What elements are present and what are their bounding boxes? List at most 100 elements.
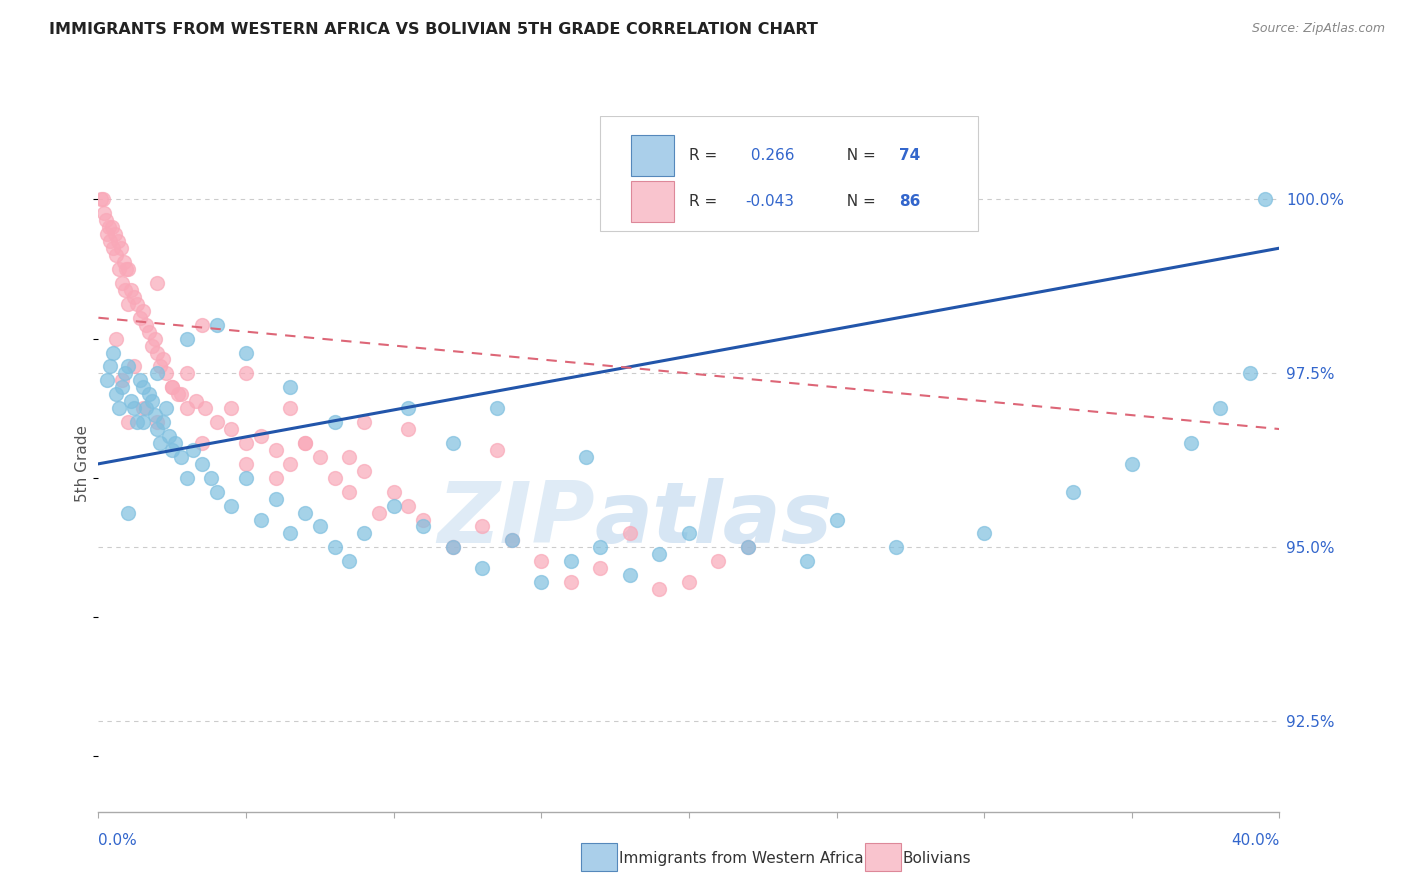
Text: ZIP: ZIP — [437, 478, 595, 561]
Point — [115, 262, 138, 277]
Point — [96, 227, 118, 242]
Text: 74: 74 — [900, 148, 921, 162]
Point — [191, 457, 214, 471]
Point — [382, 484, 405, 499]
Text: 0.0%: 0.0% — [98, 832, 138, 847]
Point — [107, 234, 129, 248]
Point — [278, 457, 302, 471]
Point — [176, 401, 198, 416]
Point — [117, 262, 139, 277]
Point — [170, 450, 193, 464]
Point — [111, 276, 134, 290]
Point — [97, 220, 120, 235]
Point — [93, 206, 115, 220]
Point — [707, 554, 730, 568]
Point — [589, 561, 612, 575]
Point — [112, 255, 135, 269]
Point — [412, 519, 434, 533]
Point — [143, 332, 166, 346]
Point — [176, 471, 198, 485]
Point — [90, 193, 112, 207]
Point — [149, 359, 172, 374]
Point — [441, 436, 464, 450]
Point — [278, 401, 302, 416]
Text: Bolivians: Bolivians — [903, 851, 972, 865]
Point — [162, 442, 183, 457]
Point — [796, 554, 818, 568]
Point — [235, 436, 257, 450]
FancyBboxPatch shape — [600, 116, 979, 231]
Text: R =: R = — [689, 148, 723, 162]
Point — [132, 401, 155, 416]
Point — [368, 506, 391, 520]
Point — [530, 575, 553, 590]
Point — [353, 464, 375, 478]
Point — [250, 429, 273, 443]
Point — [205, 318, 228, 332]
Point — [221, 499, 243, 513]
Point — [574, 450, 596, 464]
Point — [149, 436, 172, 450]
Text: Source: ZipAtlas.com: Source: ZipAtlas.com — [1251, 22, 1385, 36]
Point — [264, 491, 287, 506]
Point — [120, 394, 142, 409]
Point — [104, 227, 127, 242]
Point — [235, 345, 257, 359]
Point — [412, 512, 434, 526]
Point — [141, 394, 163, 409]
Point — [125, 297, 148, 311]
Point — [170, 387, 193, 401]
Point — [278, 526, 302, 541]
Point — [264, 471, 287, 485]
Point — [98, 359, 121, 374]
Point — [162, 380, 183, 394]
Text: R =: R = — [689, 194, 723, 209]
Point — [108, 401, 131, 416]
Point — [91, 193, 114, 207]
Point — [114, 283, 136, 297]
Point — [530, 554, 553, 568]
Point — [737, 541, 759, 555]
Point — [353, 526, 375, 541]
Point — [221, 401, 243, 416]
Point — [323, 415, 346, 429]
Y-axis label: 5th Grade: 5th Grade — [75, 425, 90, 502]
Point — [678, 575, 700, 590]
Point — [396, 401, 419, 416]
Point — [111, 373, 134, 387]
Point — [114, 367, 136, 381]
Point — [138, 387, 160, 401]
Point — [125, 415, 148, 429]
Point — [235, 471, 257, 485]
Text: N =: N = — [837, 194, 880, 209]
Point — [165, 436, 187, 450]
Point — [117, 506, 139, 520]
Point — [589, 541, 612, 555]
Point — [135, 401, 157, 416]
Point — [105, 248, 128, 262]
Point — [309, 519, 332, 533]
Point — [648, 582, 671, 596]
Point — [98, 234, 121, 248]
Point — [382, 499, 405, 513]
Point — [323, 471, 346, 485]
Point — [111, 380, 134, 394]
Point — [157, 429, 180, 443]
Point — [619, 568, 641, 582]
Point — [132, 380, 155, 394]
Point — [323, 541, 346, 555]
Point — [122, 359, 145, 374]
Point — [128, 373, 150, 387]
Point — [486, 442, 509, 457]
Point — [1180, 436, 1202, 450]
Text: IMMIGRANTS FROM WESTERN AFRICA VS BOLIVIAN 5TH GRADE CORRELATION CHART: IMMIGRANTS FROM WESTERN AFRICA VS BOLIVI… — [49, 22, 818, 37]
Point — [501, 533, 523, 548]
Point — [294, 436, 316, 450]
Point — [501, 533, 523, 548]
Point — [135, 318, 157, 332]
Text: 40.0%: 40.0% — [1232, 832, 1279, 847]
Point — [191, 318, 214, 332]
Point — [396, 499, 419, 513]
Point — [146, 367, 169, 381]
Text: -0.043: -0.043 — [745, 194, 794, 209]
